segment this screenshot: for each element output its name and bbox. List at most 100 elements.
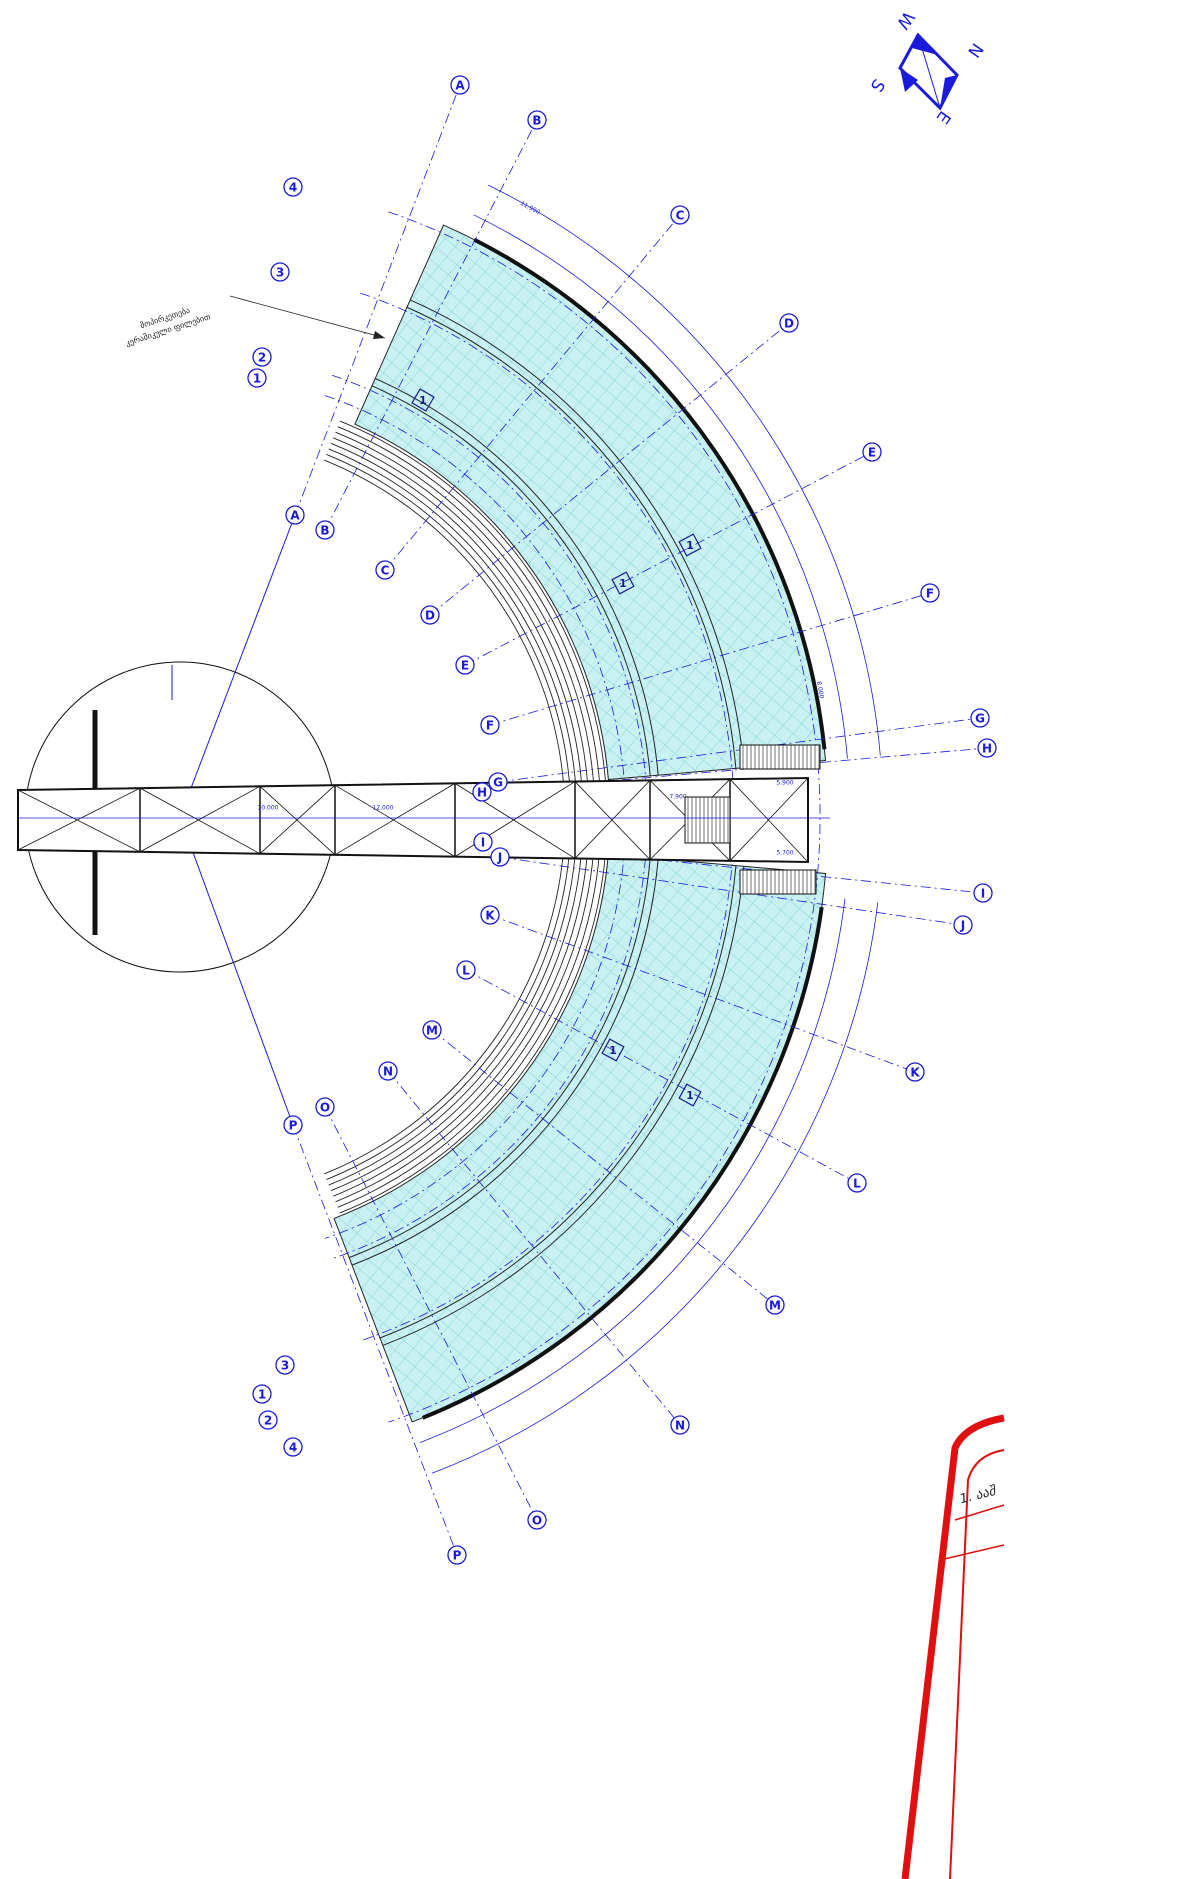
axis-bubble bbox=[420, 605, 440, 625]
stair-ring bbox=[330, 838, 583, 1192]
axis-label: H bbox=[982, 742, 992, 756]
ring-wall bbox=[382, 866, 745, 1346]
axis-label: J bbox=[497, 851, 502, 865]
stair-well bbox=[684, 796, 731, 844]
axis-label: 2 bbox=[258, 351, 266, 365]
radial-axis bbox=[324, 1106, 538, 1521]
axis-bubble bbox=[455, 655, 475, 675]
stair-ring bbox=[335, 838, 595, 1203]
radial-axis bbox=[292, 1124, 458, 1556]
radial-axis-solid bbox=[179, 816, 294, 1126]
ring-axis bbox=[388, 211, 821, 1423]
axis-bubble bbox=[473, 832, 493, 852]
ring-wall bbox=[375, 378, 659, 776]
axis-label: 4 bbox=[289, 1441, 297, 1455]
axis-bubble bbox=[375, 560, 395, 580]
brace bbox=[17, 787, 141, 851]
axis-bubble bbox=[378, 1061, 398, 1081]
brace bbox=[334, 783, 456, 856]
axis-label: J bbox=[960, 919, 965, 933]
axis-label: G bbox=[975, 712, 985, 726]
compass-needle bbox=[917, 34, 941, 109]
brace bbox=[259, 784, 336, 854]
axis-bubble bbox=[275, 1355, 295, 1375]
axis-bubble bbox=[252, 347, 272, 367]
axis-bubble bbox=[670, 205, 690, 225]
axis-bubble bbox=[315, 520, 335, 540]
ring-wall bbox=[371, 385, 651, 776]
axis-bubble bbox=[862, 442, 882, 462]
axis-bubble bbox=[422, 1020, 442, 1040]
axis-label: K bbox=[485, 909, 495, 923]
brace bbox=[139, 785, 261, 853]
axis-bubble bbox=[953, 915, 973, 935]
radial-axis bbox=[465, 969, 858, 1184]
room-tag: 1 bbox=[609, 1044, 617, 1057]
room-tag: 1 bbox=[619, 577, 627, 590]
stair-ring bbox=[339, 839, 607, 1214]
axis-bubble bbox=[905, 1062, 925, 1082]
axis-bubble bbox=[270, 262, 290, 282]
brace bbox=[17, 789, 141, 853]
dimension-label: 8.000 bbox=[815, 681, 825, 699]
axis-bubble bbox=[285, 505, 305, 525]
axis-bubble bbox=[315, 1097, 335, 1117]
axis-label: H bbox=[477, 786, 487, 800]
axis-label: B bbox=[320, 524, 329, 538]
dimension-arc bbox=[473, 214, 848, 759]
ring-axis bbox=[331, 374, 648, 1260]
axis-label: 3 bbox=[276, 266, 284, 280]
axis-label: 3 bbox=[281, 1359, 289, 1373]
radial-axis bbox=[497, 717, 981, 783]
brace bbox=[574, 781, 651, 860]
radial-axis bbox=[294, 84, 461, 516]
dimension-arc bbox=[419, 898, 846, 1443]
stair-ring bbox=[324, 837, 565, 1175]
axis-label: K bbox=[910, 1066, 920, 1080]
axis-bubble bbox=[977, 738, 997, 758]
axis-bubble bbox=[283, 1115, 303, 1135]
room-tag-box bbox=[678, 533, 702, 557]
axis-bubble bbox=[527, 110, 547, 130]
stair-ring bbox=[335, 431, 594, 781]
axis-bubble bbox=[480, 905, 500, 925]
brace bbox=[574, 780, 651, 859]
axis-bubble bbox=[920, 583, 940, 603]
radial-axis-solid bbox=[179, 514, 296, 818]
radial-axis bbox=[489, 592, 931, 726]
axis-label: G bbox=[493, 776, 503, 790]
axis-label: N bbox=[383, 1065, 393, 1079]
stair-ring bbox=[333, 838, 589, 1197]
ring-wall bbox=[406, 306, 737, 769]
room-tag-box bbox=[611, 571, 635, 595]
axis-label: C bbox=[381, 564, 390, 578]
axis-bubble bbox=[252, 1384, 272, 1404]
axis-bubble bbox=[258, 1410, 278, 1430]
axis-label: F bbox=[486, 719, 494, 733]
axis-label: O bbox=[320, 1101, 330, 1115]
axis-label: 2 bbox=[264, 1414, 272, 1428]
outer-wall bbox=[421, 906, 824, 1420]
stair-ring bbox=[328, 837, 577, 1186]
axis-bubble bbox=[847, 1173, 867, 1193]
axis-label: M bbox=[769, 1299, 781, 1313]
ring-wall bbox=[379, 865, 737, 1339]
axis-bubble bbox=[970, 708, 990, 728]
dimension-label: 12.000 bbox=[373, 805, 394, 812]
axis-bubble bbox=[456, 960, 476, 980]
axis-label: I bbox=[981, 887, 985, 901]
stair-block bbox=[739, 869, 817, 895]
axis-bubble bbox=[490, 847, 510, 867]
dimension-label: 5.900 bbox=[776, 780, 793, 787]
dimension-arc bbox=[431, 902, 879, 1474]
axis-label: E bbox=[461, 659, 469, 673]
axis-label: L bbox=[462, 964, 470, 978]
leader-head bbox=[373, 331, 385, 339]
stair-ring bbox=[333, 437, 588, 782]
ring-wall bbox=[348, 858, 651, 1259]
axis-label: B bbox=[532, 114, 541, 128]
axis-bubble bbox=[670, 1415, 690, 1435]
stair-block bbox=[739, 744, 821, 770]
